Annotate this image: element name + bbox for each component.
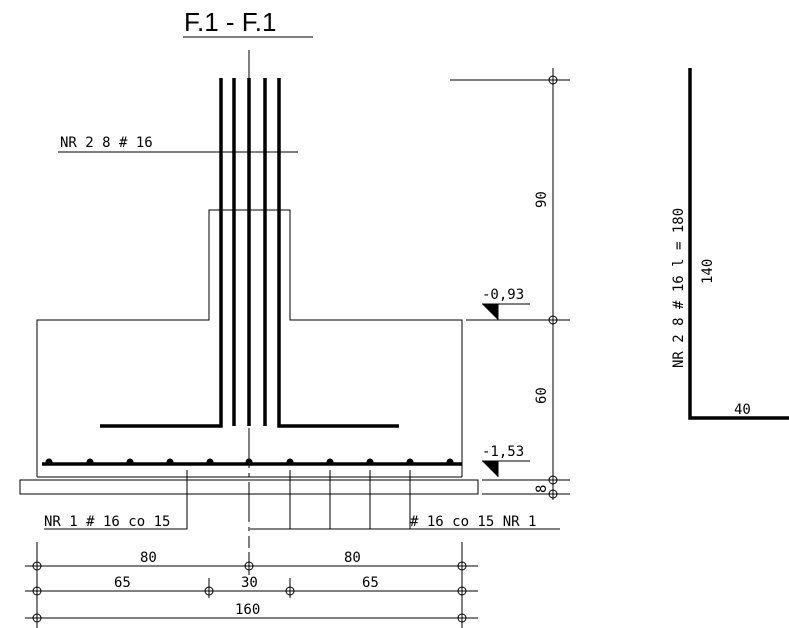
level-bottom-label: -1,53 — [482, 444, 524, 460]
dim-30: 30 — [241, 575, 258, 591]
nr1-left-label: NR 1 # 16 co 15 — [44, 514, 170, 530]
dim-160: 160 — [235, 602, 260, 618]
nr1-right-leader — [250, 470, 560, 530]
rebar-dots — [45, 458, 454, 466]
dim-8: 8 — [534, 485, 550, 493]
nr2-label: NR 2 8 # 16 — [60, 135, 153, 151]
dim-60: 60 — [534, 387, 550, 404]
starter-bars — [100, 78, 399, 428]
dim-65-left: 65 — [114, 575, 131, 591]
section-title: F.1 - F.1 — [184, 7, 276, 37]
dim-80-right: 80 — [344, 550, 361, 566]
bar-schedule-shape — [688, 68, 789, 420]
nr1-right-label: # 16 co 15 NR 1 — [410, 514, 536, 530]
level-marker-bottom — [482, 460, 530, 477]
bar-schedule-label: NR 2 8 # 16 l = 180 — [671, 208, 687, 368]
level-top-label: -0,93 — [482, 287, 524, 303]
vertical-dimension-chain — [450, 68, 570, 500]
level-marker-top — [482, 303, 530, 320]
bar-schedule-vertical-length: 140 — [700, 259, 716, 284]
dim-65-right: 65 — [362, 575, 379, 591]
dim-90: 90 — [534, 191, 550, 208]
nr1-left-leader — [44, 470, 188, 530]
bar-schedule-horizontal-length: 40 — [734, 402, 751, 418]
lean-concrete-base — [19, 479, 479, 495]
dim-80-left: 80 — [140, 550, 157, 566]
horizontal-dimension-chain — [25, 542, 478, 628]
